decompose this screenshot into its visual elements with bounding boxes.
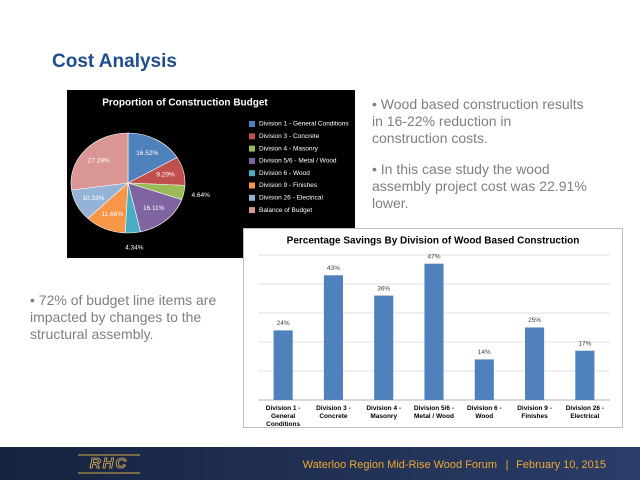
data-label: 14% — [478, 349, 491, 356]
legend-label: Division 3 - Concrete — [259, 133, 320, 140]
slide-title: Cost Analysis — [52, 51, 177, 72]
left-bullets: • 72% of budget line items are impacted … — [30, 292, 230, 343]
bullet-list: • Wood based construction results in 16-… — [372, 96, 587, 212]
bar — [374, 295, 394, 400]
logo: RHC — [90, 455, 129, 472]
bullet: • Wood based construction results in 16-… — [372, 96, 584, 146]
legend-swatch — [249, 170, 255, 177]
legend-label: Division 4 - Masonry — [259, 145, 319, 152]
legend-label: Balance of Budget — [259, 207, 312, 214]
chart-title: Proportion of Construction Budget — [102, 98, 268, 109]
pie-slice — [70, 132, 129, 191]
bar — [575, 350, 595, 400]
x-tick-label: Division 26 - Electrical — [565, 405, 604, 420]
footer-date: February 10, 2015 — [516, 459, 606, 471]
data-label: 27.29% — [88, 157, 110, 164]
bullet: • In this case study the wood assembly p… — [372, 161, 587, 211]
data-label: 4.64% — [192, 192, 211, 199]
data-label: 47% — [427, 253, 440, 260]
bullet: • 72% of budget line items are impacted … — [30, 292, 217, 342]
bar — [273, 330, 293, 400]
legend-swatch — [249, 121, 255, 127]
legend-label: Division 26 - Electrical — [259, 195, 323, 202]
x-tick-label-box: Division 4 - Masonry — [366, 405, 402, 420]
legend-label: Division 5/6 - Metal / Wood — [259, 158, 337, 165]
legend-swatch — [249, 145, 255, 152]
data-label: 25% — [528, 317, 541, 324]
legend-label: Division 1 - General Conditions — [259, 121, 349, 128]
bar — [525, 327, 545, 400]
x-tick-label-box: Division 3 - Concrete — [316, 405, 351, 420]
x-tick-label: Division 3 - Concrete — [316, 405, 351, 420]
bar — [474, 359, 494, 400]
bar — [424, 263, 444, 400]
pie-slice — [127, 132, 178, 184]
data-label: 4.34% — [125, 244, 144, 251]
x-tick-label: Division 4 - Masonry — [366, 405, 402, 420]
legend-swatch — [249, 133, 255, 140]
legend-swatch — [249, 207, 255, 214]
data-label: 24% — [277, 320, 290, 327]
data-label: 43% — [327, 265, 340, 272]
right-bullets: • Wood based construction results in 16-… — [372, 96, 587, 212]
data-label: 9.29% — [156, 172, 175, 179]
footer-event: Waterloo Region Mid-Rise Wood Forum — [303, 459, 497, 471]
bar — [323, 275, 343, 400]
pie-slice — [127, 182, 183, 233]
data-label: 11.68% — [102, 211, 124, 218]
legend-label: Division 9 - Finishes — [259, 182, 318, 189]
x-tick-label-box: Division 26 - Electrical — [565, 405, 604, 420]
bullet-list: • 72% of budget line items are impacted … — [30, 292, 230, 343]
x-tick-label: Division 9 - Finishes — [517, 405, 552, 420]
data-label: 36% — [377, 285, 390, 292]
legend-label: Division 6 - Wood — [259, 170, 310, 177]
footer-separator: | — [506, 459, 509, 471]
legend-swatch — [249, 182, 255, 189]
footer-bar — [0, 447, 640, 480]
x-tick-label-box: Division 5/6 - Metal / Wood — [413, 405, 455, 420]
x-tick-label: Division 6 - Wood — [466, 405, 502, 420]
legend-swatch — [249, 194, 255, 201]
x-tick-label-box: Division 1 - General Conditions — [265, 405, 301, 428]
legend-swatch — [249, 157, 255, 164]
x-tick-label-box: Division 9 - Finishes — [517, 405, 552, 420]
data-label: 16.11% — [143, 205, 165, 212]
data-label: 17% — [578, 340, 591, 347]
data-label: 10.33% — [82, 195, 104, 202]
data-label: 16.52% — [136, 150, 158, 157]
chart-title: Percentage Savings By Division of Wood B… — [287, 236, 580, 247]
x-tick-label: Division 1 - General Conditions — [265, 405, 301, 428]
x-tick-label-box: Division 6 - Wood — [466, 405, 502, 420]
x-tick-label: Division 5/6 - Metal / Wood — [413, 405, 455, 420]
